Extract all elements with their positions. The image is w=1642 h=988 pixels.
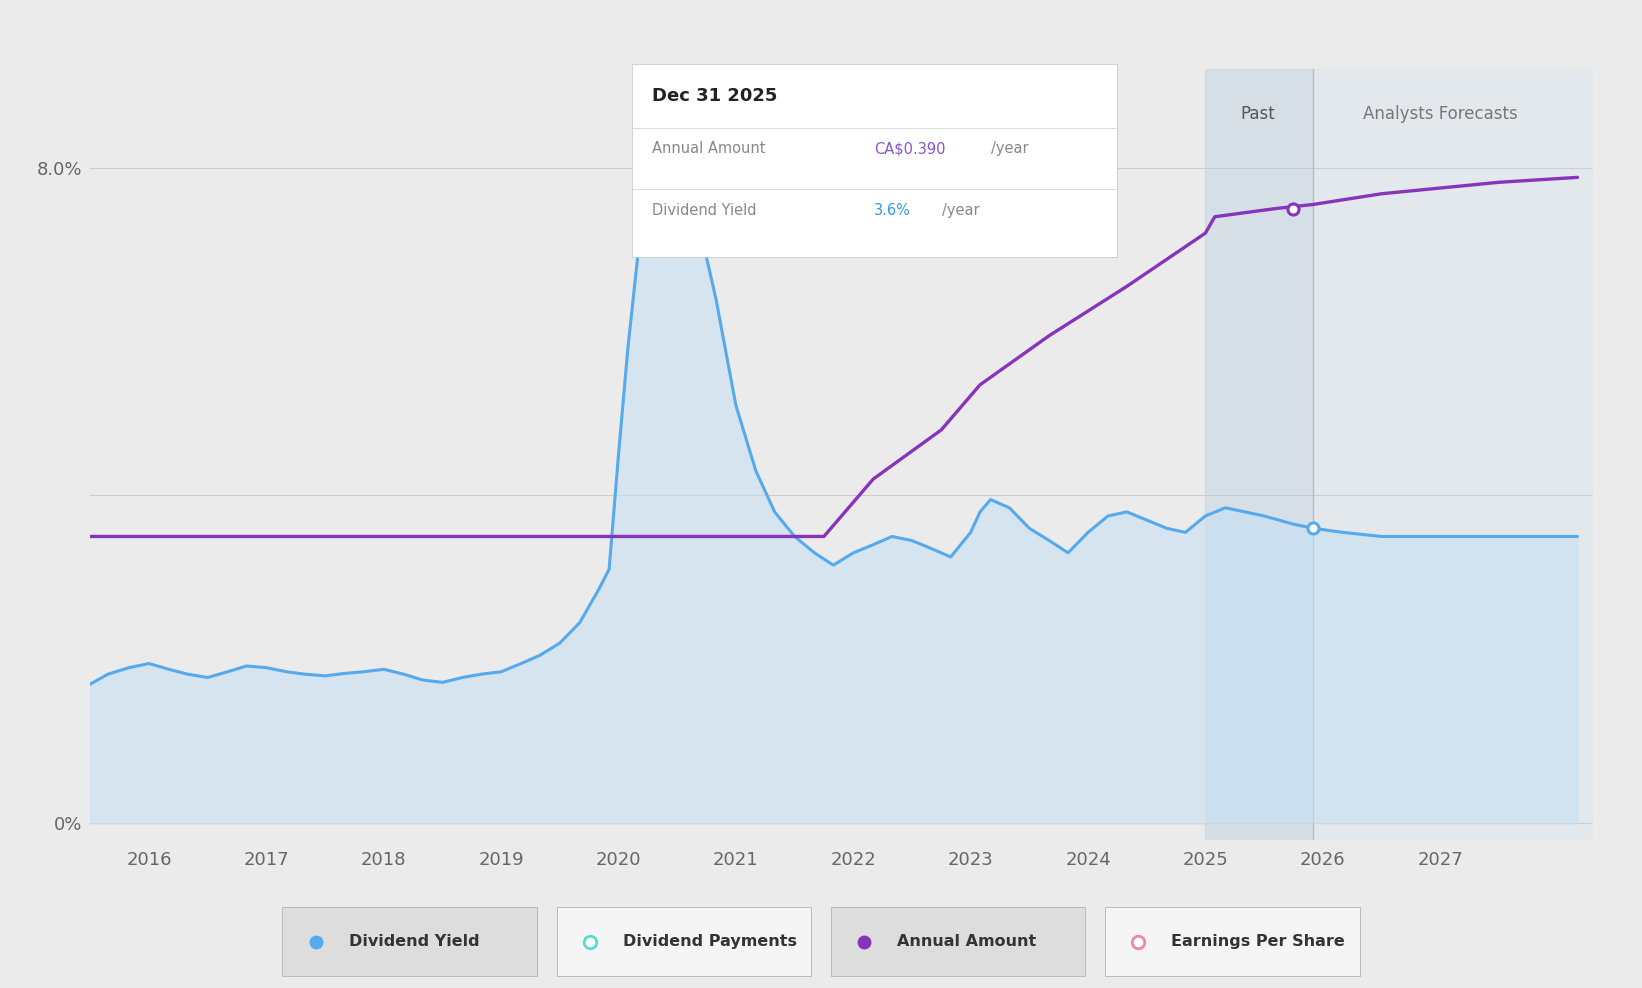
Text: /year: /year [990,141,1028,156]
Text: Annual Amount: Annual Amount [652,141,765,156]
Text: 3.6%: 3.6% [874,203,911,218]
Text: Dividend Yield: Dividend Yield [348,934,479,949]
Bar [1314,69,1593,840]
Text: Dec 31 2025: Dec 31 2025 [652,87,777,106]
Text: Dividend Yield: Dividend Yield [652,203,755,218]
Bar [1205,69,1314,840]
Text: Analysts Forecasts: Analysts Forecasts [1363,106,1517,124]
Text: Past: Past [1241,106,1276,124]
Text: /year: /year [943,203,980,218]
Text: Dividend Payments: Dividend Payments [622,934,796,949]
Text: CA$0.390: CA$0.390 [874,141,946,156]
Text: Earnings Per Share: Earnings Per Share [1171,934,1345,949]
Text: Annual Amount: Annual Amount [897,934,1036,949]
